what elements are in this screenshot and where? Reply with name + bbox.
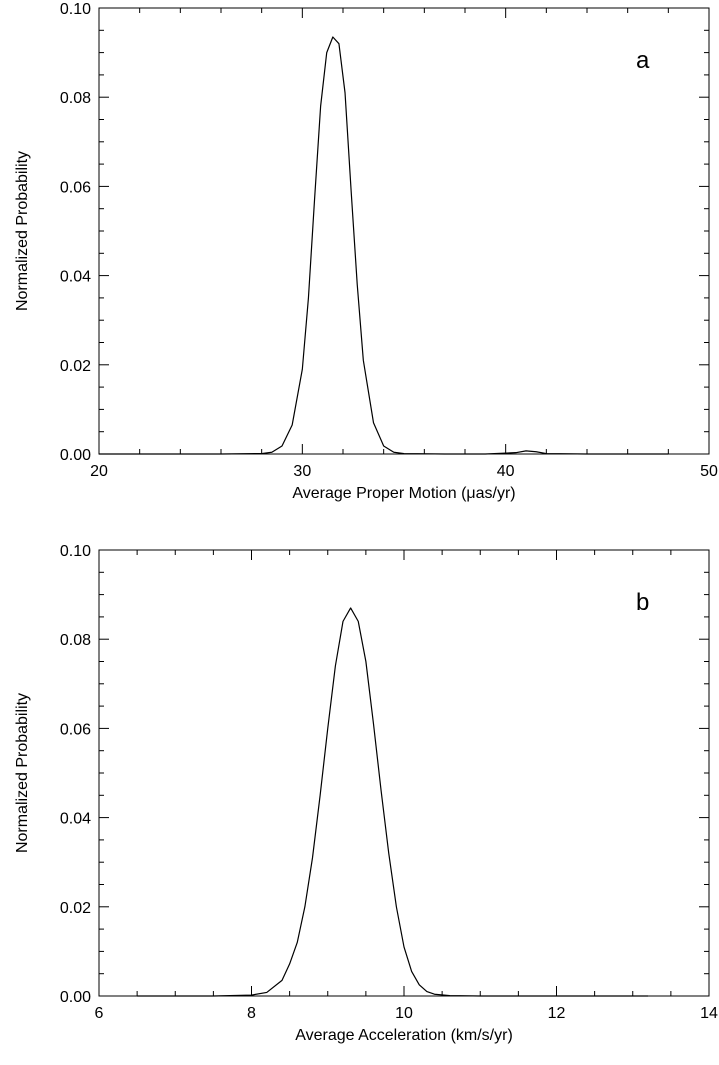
y-tick-label: 0.08 <box>60 90 91 107</box>
y-tick-label: 0.02 <box>60 358 91 375</box>
y-tick-label: 0.10 <box>60 1 91 18</box>
x-axis-label: Average Acceleration (km/s/yr) <box>295 1027 513 1044</box>
plot-frame <box>98 7 710 455</box>
x-axis-label: Average Proper Motion (μas/yr) <box>292 485 515 502</box>
x-tick-label: 10 <box>395 1005 413 1022</box>
y-tick-label: 0.04 <box>60 269 91 286</box>
y-tick-label: 0.00 <box>60 989 91 1006</box>
panel-label: b <box>636 589 649 616</box>
y-tick-label: 0.06 <box>60 179 91 196</box>
probability-curve <box>99 36 669 455</box>
plot-frame <box>98 549 710 997</box>
panel-b: 6 8 10 12 14 0.00 0.02 0.04 0.06 0.08 0.10 Average … <box>14 543 718 1044</box>
x-tick-label: 20 <box>90 463 108 480</box>
y-tick-label: 0.02 <box>60 900 91 917</box>
y-tick-label: 0.00 <box>60 447 91 464</box>
x-tick-label: 6 <box>95 1005 104 1022</box>
x-tick-label: 40 <box>497 463 515 480</box>
y-tick-label: 0.06 <box>60 721 91 738</box>
probability-curve <box>137 607 648 997</box>
x-tick-label: 12 <box>548 1005 566 1022</box>
x-tick-label: 8 <box>247 1005 256 1022</box>
y-axis-label: Normalized Probability <box>14 151 31 311</box>
y-axis-label: Normalized Probability <box>14 693 31 853</box>
panel-a: 20 30 40 50 0.00 0.02 0.04 0.06 0.08 0.10 Average … <box>14 1 718 502</box>
x-tick-label: 50 <box>700 463 718 480</box>
panel-label: a <box>636 47 650 74</box>
y-tick-label: 0.08 <box>60 632 91 649</box>
y-tick-label: 0.10 <box>60 543 91 560</box>
x-tick-label: 30 <box>293 463 311 480</box>
y-tick-label: 0.04 <box>60 811 91 828</box>
x-tick-label: 14 <box>700 1005 718 1022</box>
